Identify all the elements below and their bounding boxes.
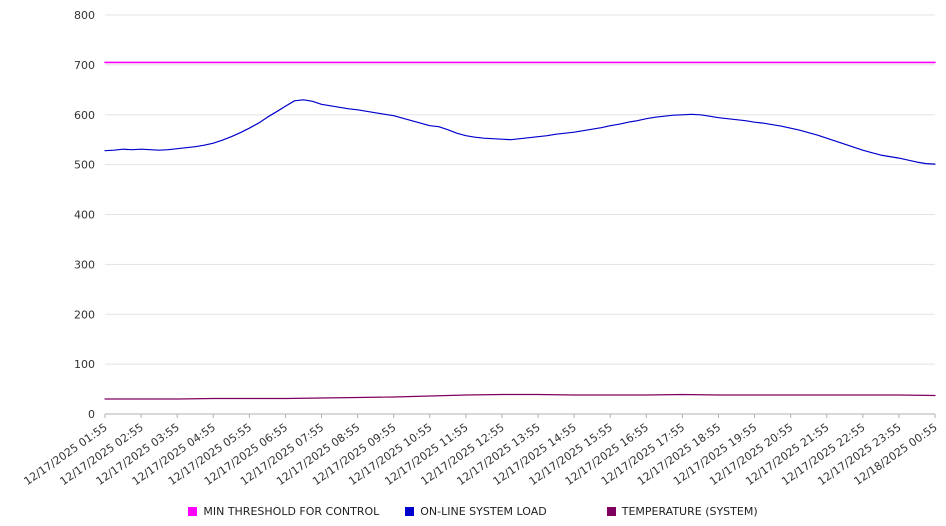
series-line-temperature-system [104,393,936,400]
legend-item-temperature: TEMPERATURE (SYSTEM) [606,505,758,518]
legend-label-temperature: TEMPERATURE (SYSTEM) [621,505,758,518]
legend-item-system-load: ON-LINE SYSTEM LOAD [405,505,547,518]
y-axis-label: 0 [88,408,95,421]
y-axis-label: 400 [74,209,95,222]
legend-swatch-temperature-icon [606,507,616,516]
chart-legend: MIN THRESHOLD FOR CONTROL ON-LINE SYSTEM… [0,505,946,518]
y-axis-label: 500 [74,159,95,172]
legend-swatch-min-threshold-icon [188,507,198,516]
y-axis-label: 200 [74,308,95,321]
legend-label-min-threshold: MIN THRESHOLD FOR CONTROL [203,505,380,518]
y-axis-label: 700 [74,59,95,72]
y-axis-label: 100 [74,358,95,371]
y-axis-label: 600 [74,109,95,122]
y-axis-label: 300 [74,258,95,271]
legend-label-system-load: ON-LINE SYSTEM LOAD [420,505,547,518]
legend-swatch-system-load-icon [405,507,415,516]
y-axis-label: 800 [74,9,95,22]
legend-item-min-threshold: MIN THRESHOLD FOR CONTROL [188,505,379,518]
series-line-on-line-system-load [104,99,936,165]
